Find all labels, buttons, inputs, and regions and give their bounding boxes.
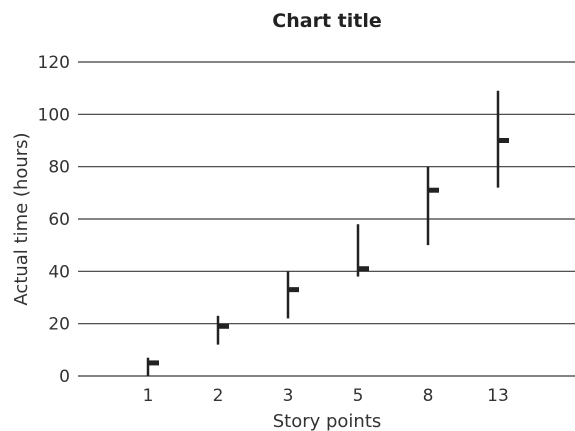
- x-tick-label-1: 1: [143, 386, 154, 406]
- x-axis-label: Story points: [273, 411, 382, 431]
- chart-title: Chart title: [272, 10, 381, 32]
- estimate-marker-3: [289, 287, 299, 293]
- estimate-marker-13: [499, 138, 509, 143]
- y-axis-label: Actual time (hours): [11, 132, 32, 305]
- estimate-marker-1: [149, 360, 159, 366]
- y-tick-label-100: 100: [38, 105, 70, 125]
- y-tick-label-40: 40: [48, 262, 70, 282]
- y-tick-label-20: 20: [48, 315, 70, 335]
- x-tick-label-2: 2: [213, 386, 224, 406]
- estimate-marker-5: [359, 266, 369, 272]
- y-tick-label-120: 120: [38, 53, 70, 73]
- estimate-marker-8: [429, 187, 439, 193]
- x-tick-label-3: 3: [283, 386, 294, 406]
- y-tick-label-60: 60: [48, 210, 70, 230]
- x-axis-ticks: 1 2 3 5 8 13: [143, 386, 509, 406]
- data-marks: [146, 90, 509, 376]
- x-tick-label-5: 5: [353, 386, 364, 406]
- y-axis-ticks: 0 20 40 60 80 100 120: [38, 53, 70, 387]
- estimate-marker-2: [219, 323, 229, 329]
- x-tick-label-8: 8: [423, 386, 434, 406]
- y-tick-label-0: 0: [59, 367, 70, 387]
- x-tick-label-13: 13: [487, 386, 509, 406]
- gridlines: [78, 61, 575, 377]
- y-tick-label-80: 80: [48, 158, 70, 178]
